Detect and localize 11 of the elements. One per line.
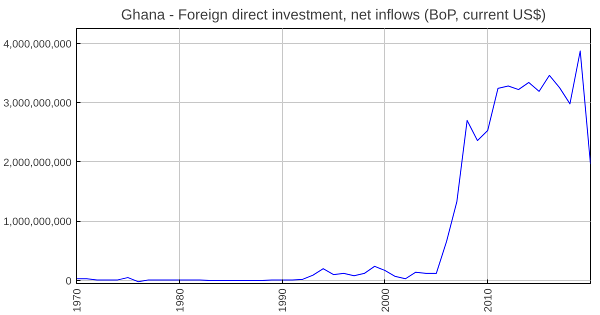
x-tick-label: 2010 (482, 288, 495, 312)
x-tick-label: 1980 (174, 288, 186, 312)
y-tick-label: 2,000,000,000 (3, 156, 72, 169)
y-tick-label: 4,000,000,000 (3, 38, 72, 50)
x-tick-label: 2000 (380, 288, 392, 312)
x-tick-label: 1990 (277, 288, 290, 312)
y-tick-label: 3,000,000,000 (3, 98, 72, 110)
x-tick-label: 1970 (72, 288, 84, 312)
chart-title: Ghana - Foreign direct investment, net inflows (BoP, current US$) (121, 8, 546, 24)
y-tick-label: 0 (66, 276, 72, 288)
y-tick-label: 1,000,000,000 (3, 216, 72, 228)
